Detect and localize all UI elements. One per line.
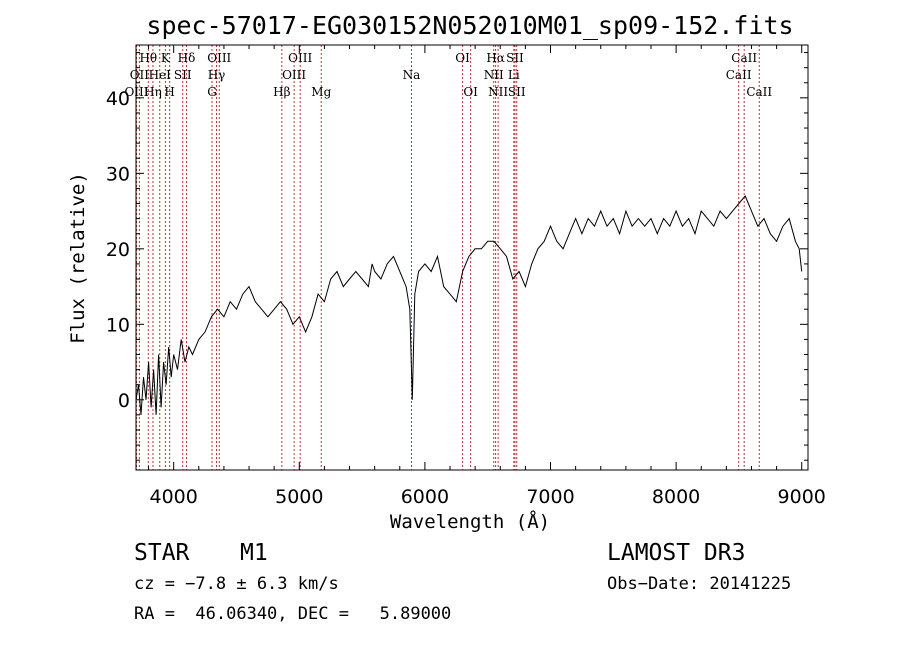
spectral-line-label: Hα [486,51,505,65]
spectral-line-label: Na [403,68,421,82]
object-class: STAR [134,540,190,566]
spectral-line-label: OIII [282,68,306,82]
x-axis-ticks: 4000 5000 6000 7000 8000 9000 [148,45,826,508]
x-tick-label: 4000 [150,486,198,508]
spectral-line-label: K [161,51,171,65]
spectral-line-label: H [164,85,174,99]
y-tick-label: 0 [118,390,130,412]
spectral-line-label: SII [174,68,192,82]
spectral-line-label: Mg [311,85,331,99]
x-tick-label: 5000 [275,486,323,508]
x-tick-label: 7000 [526,486,574,508]
spectral-line-label: Hβ [273,85,290,99]
spectral-line-label: OI [455,51,470,65]
spectral-line-label: CaII [731,51,757,65]
spectral-line-label: OIII [124,85,148,99]
spectral-line-label: Li [508,68,520,82]
x-tick-label: 8000 [652,486,700,508]
sky-coordinates: RA = 46.06340, DEC = 5.89000 [134,604,452,624]
spectral-line-label: OI [463,85,478,99]
y-tick-label: 20 [106,239,130,261]
plot-frame [135,44,809,471]
spectral-line-label: CaII [746,85,772,99]
redshift-cz: cz = −7.8 ± 6.3 km/s [134,574,339,594]
y-axis-ticks: 0 10 20 30 40 [106,52,808,461]
y-tick-label: 10 [106,314,130,336]
chart-title: spec-57017-EG030152N052010M01_sp09-152.f… [146,11,793,40]
spectral-line-label: Hδ [178,51,196,65]
x-tick-label: 6000 [401,486,449,508]
spectral-line-label: NII [484,68,504,82]
survey-name: LAMOST DR3 [607,540,746,566]
spectral-line-label: Hη [144,85,162,99]
y-tick-label: 30 [106,163,130,185]
spectral-line-label: OIII [207,51,231,65]
spectral-line-label: NII [488,85,508,99]
object-subclass: M1 [240,540,268,566]
spectral-line-label: OII [130,68,150,82]
spectral-line-label: CaII [726,68,752,82]
spectral-line-label: OIII [288,51,312,65]
spectral-line-markers [136,45,760,470]
flux-line [135,195,803,415]
y-axis-label: Flux (relative) [67,172,89,344]
spectral-line-label: SII [506,51,524,65]
flux-series [135,195,803,415]
spectral-line-label: G [207,85,217,99]
observation-date: Obs−Date: 20141225 [607,574,792,594]
spectral-line-label: HeI [149,68,172,82]
x-tick-label: 9000 [778,486,826,508]
y-tick-label: 40 [106,88,130,110]
spectral-line-label: Hθ [139,51,157,65]
spectral-line-label: Hγ [208,68,226,82]
x-axis-label: Wavelength (Å) [390,510,550,533]
spectral-line-label: SII [508,85,526,99]
